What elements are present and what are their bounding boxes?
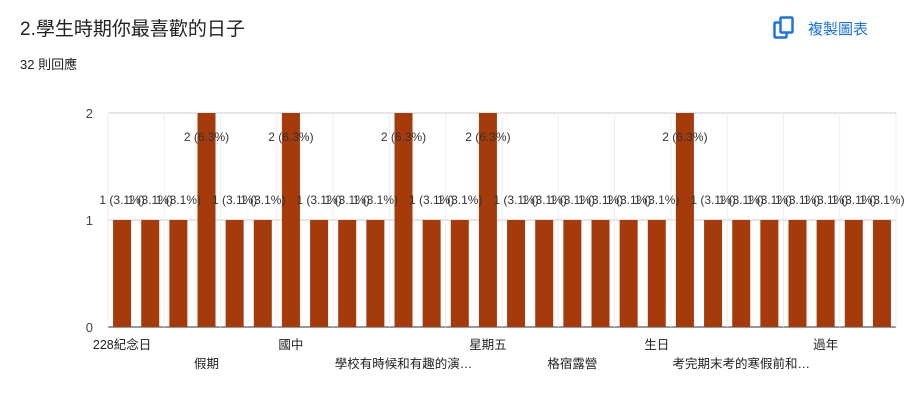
data-label: 1 (3.1%) xyxy=(719,193,764,207)
data-label: 1 (3.1%) xyxy=(325,193,370,207)
data-label: 1 (3.1%) xyxy=(690,193,735,207)
copy-chart-button[interactable]: 複製圖表 xyxy=(772,10,890,46)
data-labels: 1 (3.1%)1 (3.1%)1 (3.1%)2 (6.3%)1 (3.1%)… xyxy=(99,130,904,207)
data-label: 2 (6.3%) xyxy=(381,130,426,144)
x-tick-label: 學校有時候和有趣的演… xyxy=(335,356,473,371)
data-label: 1 (3.1%) xyxy=(240,193,285,207)
bar xyxy=(366,220,385,327)
data-label: 1 (3.1%) xyxy=(550,193,595,207)
bar xyxy=(507,220,526,327)
data-label: 1 (3.1%) xyxy=(212,193,257,207)
bar xyxy=(872,220,891,327)
data-label: 1 (3.1%) xyxy=(634,193,679,207)
data-label: 1 (3.1%) xyxy=(353,193,398,207)
x-tick-label: 考完期末考的寒假前和… xyxy=(672,356,810,371)
bar xyxy=(591,220,610,327)
bar xyxy=(113,220,132,327)
bar xyxy=(788,220,807,327)
data-label: 1 (3.1%) xyxy=(859,193,904,207)
x-tick-label: 格宿露營 xyxy=(547,356,597,371)
bar xyxy=(844,220,863,327)
bar xyxy=(732,220,751,327)
bars xyxy=(113,113,891,327)
data-label: 1 (3.1%) xyxy=(775,193,820,207)
data-label: 1 (3.1%) xyxy=(831,193,876,207)
data-label: 1 (3.1%) xyxy=(437,193,482,207)
copy-chart-label: 複製圖表 xyxy=(808,20,869,38)
bar xyxy=(310,220,329,327)
copy-icon xyxy=(772,16,796,40)
x-tick-label: 228紀念日 xyxy=(93,337,151,352)
bar xyxy=(760,220,779,327)
data-label: 1 (3.1%) xyxy=(522,193,567,207)
bar xyxy=(647,220,666,327)
x-tick-label: 星期五 xyxy=(469,338,507,352)
bar xyxy=(675,113,694,327)
data-label: 1 (3.1%) xyxy=(606,193,651,207)
bar xyxy=(450,220,469,327)
x-tick-label: 國中 xyxy=(278,337,303,352)
bar xyxy=(225,220,244,327)
data-label: 2 (6.3%) xyxy=(268,130,313,144)
bar xyxy=(704,220,723,327)
data-label: 2 (6.3%) xyxy=(662,130,707,144)
data-label: 1 (3.1%) xyxy=(128,193,173,207)
data-label: 1 (3.1%) xyxy=(296,193,341,207)
data-label: 1 (3.1%) xyxy=(803,193,848,207)
bar xyxy=(619,220,638,327)
bar xyxy=(394,113,413,327)
bar xyxy=(281,113,300,327)
bar xyxy=(422,220,441,327)
data-label: 1 (3.1%) xyxy=(578,193,623,207)
data-label: 1 (3.1%) xyxy=(99,193,144,207)
bar xyxy=(141,220,160,327)
x-tick-label: 假期 xyxy=(194,357,219,371)
bar xyxy=(535,220,554,327)
bar xyxy=(478,113,497,327)
data-label: 1 (3.1%) xyxy=(747,193,792,207)
y-tick-label: 1 xyxy=(86,213,93,228)
y-tick-label: 2 xyxy=(86,106,93,121)
response-count: 32 則回應 xyxy=(20,57,78,72)
x-tick-label: 生日 xyxy=(644,338,669,352)
x-tick-label: 過年 xyxy=(813,338,838,352)
data-label: 1 (3.1%) xyxy=(493,193,538,207)
data-label: 2 (6.3%) xyxy=(184,130,229,144)
bar xyxy=(563,220,582,327)
bar xyxy=(816,220,835,327)
data-label: 1 (3.1%) xyxy=(409,193,454,207)
data-label: 2 (6.3%) xyxy=(465,130,510,144)
question-title: 2.學生時期你最喜歡的日子 xyxy=(20,19,245,40)
bar xyxy=(169,220,188,327)
bar xyxy=(338,220,357,327)
y-tick-label: 0 xyxy=(86,320,93,335)
bar xyxy=(253,220,272,327)
data-label: 1 (3.1%) xyxy=(156,193,201,207)
bar xyxy=(197,113,216,327)
